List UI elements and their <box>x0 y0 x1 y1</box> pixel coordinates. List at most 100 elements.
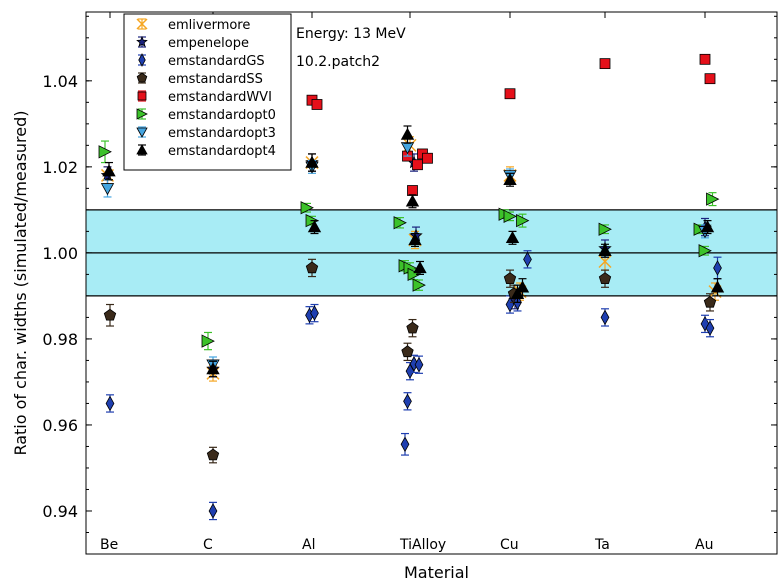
marker <box>713 260 722 276</box>
data-point <box>698 244 712 258</box>
tolerance-band <box>86 209 777 297</box>
data-point <box>206 446 220 464</box>
data-point <box>201 331 215 351</box>
data-point <box>406 318 419 338</box>
marker <box>706 192 720 206</box>
data-point <box>503 209 517 223</box>
marker <box>705 320 715 336</box>
data-point <box>503 172 517 187</box>
legend-item: emstandardopt4 <box>136 144 276 159</box>
data-point <box>414 355 424 374</box>
data-point <box>100 179 115 198</box>
marker <box>413 261 427 274</box>
marker <box>700 220 715 233</box>
marker <box>403 393 412 410</box>
marker <box>300 201 314 215</box>
data-point <box>598 243 612 258</box>
data-point <box>699 53 711 65</box>
marker <box>102 164 116 177</box>
legend-item: emstandardSS <box>136 72 263 87</box>
marker <box>98 145 112 159</box>
marker <box>599 58 611 70</box>
legend-marker <box>136 108 148 120</box>
marker <box>600 309 610 326</box>
legend-label: empenelope <box>168 36 249 51</box>
series-emstandardWVI <box>306 53 716 196</box>
data-point <box>600 308 610 327</box>
marker <box>412 278 426 292</box>
marker <box>414 356 424 373</box>
data-points <box>98 53 725 521</box>
x-tick-label: Cu <box>500 537 519 553</box>
marker <box>503 172 517 185</box>
data-point <box>706 192 720 207</box>
legend-marker <box>137 91 147 101</box>
x-tick-label: Au <box>695 537 713 553</box>
y-tick-label: 0.94 <box>42 502 78 521</box>
legend-label: emstandardopt0 <box>168 108 276 123</box>
marker <box>407 185 418 196</box>
data-point <box>305 258 319 278</box>
marker <box>305 155 319 168</box>
series-emstandardopt4 <box>102 125 725 378</box>
data-point <box>503 269 517 288</box>
data-point <box>305 153 319 172</box>
marker <box>307 220 322 233</box>
x-tick-label: Be <box>100 537 118 553</box>
data-point <box>413 260 427 275</box>
marker <box>305 261 319 274</box>
marker <box>100 183 115 196</box>
y-axis: 0.94 0.96 0.98 1.00 1.02 1.04 <box>42 15 777 533</box>
legend-label: emstandardopt4 <box>168 144 276 159</box>
marker <box>704 73 716 85</box>
legend-box <box>123 13 292 171</box>
marker <box>516 213 530 228</box>
data-point <box>300 201 314 215</box>
y-tick-label: 0.98 <box>42 330 78 349</box>
data-point <box>310 303 319 323</box>
marker <box>310 305 319 321</box>
y-tick-label: 1.04 <box>42 72 78 91</box>
data-point <box>407 185 418 196</box>
data-point <box>98 140 112 164</box>
marker <box>515 280 530 293</box>
legend-marker <box>136 144 148 155</box>
legend-marker <box>136 18 148 30</box>
data-point <box>704 73 716 85</box>
data-point <box>705 318 715 338</box>
legend-item: emstandardWVI <box>137 90 272 105</box>
data-point <box>504 88 516 100</box>
legend-item: emstandardopt3 <box>136 126 276 141</box>
marker <box>401 345 414 358</box>
legend-label: emstandardSS <box>168 72 263 87</box>
marker <box>504 88 516 100</box>
annotation-version: 10.2.patch2 <box>296 54 380 70</box>
legend-label: emstandardopt3 <box>168 126 276 141</box>
legend: emlivermore empenelope emstandardGS emstand… <box>123 13 292 171</box>
data-point <box>515 278 530 297</box>
series-emstandardSS <box>103 258 717 464</box>
data-point <box>710 278 725 297</box>
marker <box>206 448 220 461</box>
data-point <box>408 232 422 248</box>
data-point <box>523 250 532 269</box>
series-emstandardopt0 <box>98 140 720 351</box>
legend-item: empenelope <box>136 35 249 51</box>
marker <box>710 280 725 293</box>
marker <box>206 362 220 375</box>
legend-marker <box>136 35 148 47</box>
data-point <box>208 501 218 521</box>
data-point <box>422 152 433 164</box>
data-point <box>400 125 415 144</box>
marker <box>412 159 423 171</box>
data-point <box>400 432 410 456</box>
y-tick-label: 1.02 <box>42 158 78 177</box>
marker <box>400 127 415 140</box>
marker <box>407 267 421 282</box>
data-point <box>599 58 611 70</box>
data-point <box>405 194 420 209</box>
data-point <box>412 278 426 292</box>
data-point <box>393 216 407 230</box>
legend-item: emlivermore <box>136 18 250 33</box>
marker <box>503 209 517 223</box>
